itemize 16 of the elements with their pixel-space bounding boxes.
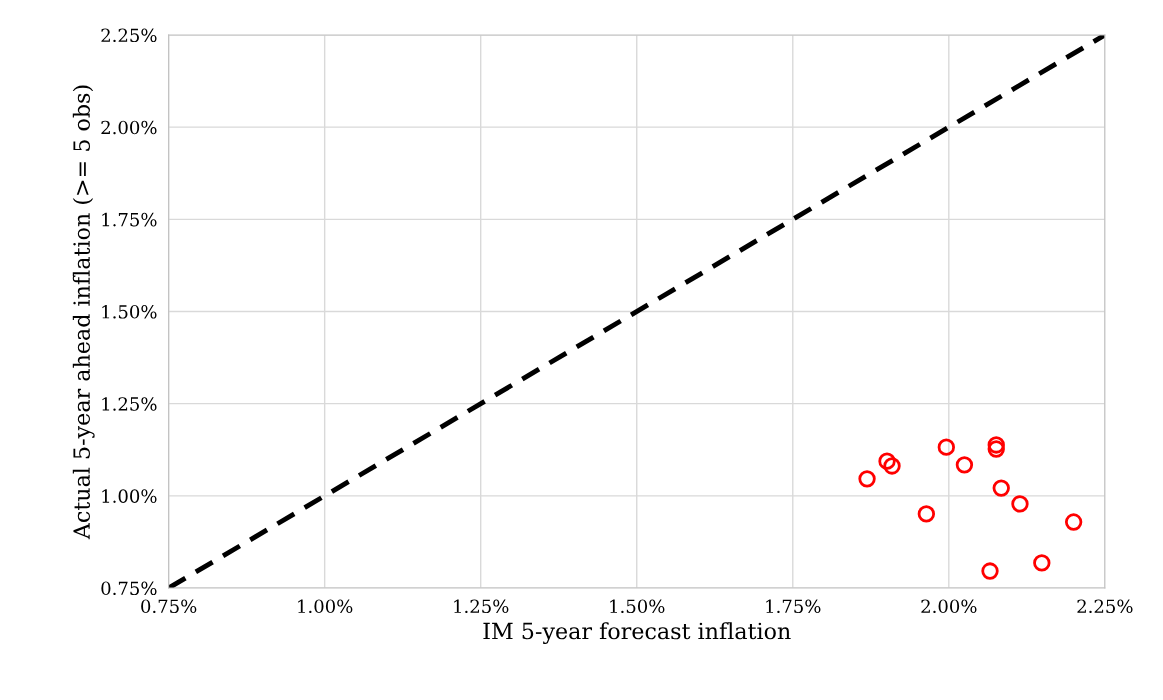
x-tick-label: 0.75%: [141, 599, 197, 614]
y-tick-label: 2.00%: [101, 120, 157, 135]
x-tick-label: 2.25%: [1077, 599, 1133, 614]
x-tick-label: 1.75%: [766, 599, 821, 614]
y-tick-label: 1.00%: [102, 489, 157, 503]
x-tick-label: 1.25%: [454, 599, 509, 614]
y-axis-title: Actual 5-year ahead inflation (>= 5 obs): [72, 85, 95, 540]
y-tick-label: 0.75%: [101, 581, 157, 596]
x-axis-title: IM 5-year forecast inflation: [483, 622, 791, 644]
y-tick-label: 1.25%: [102, 397, 157, 411]
x-tick-label: 2.00%: [921, 599, 977, 614]
y-tick-label: 1.50%: [102, 304, 157, 319]
y-tick-label: 1.75%: [102, 212, 157, 227]
y-tick-label: 2.25%: [101, 28, 157, 43]
x-tick-label: 1.00%: [298, 599, 353, 614]
x-tick-label: 1.50%: [610, 599, 665, 614]
